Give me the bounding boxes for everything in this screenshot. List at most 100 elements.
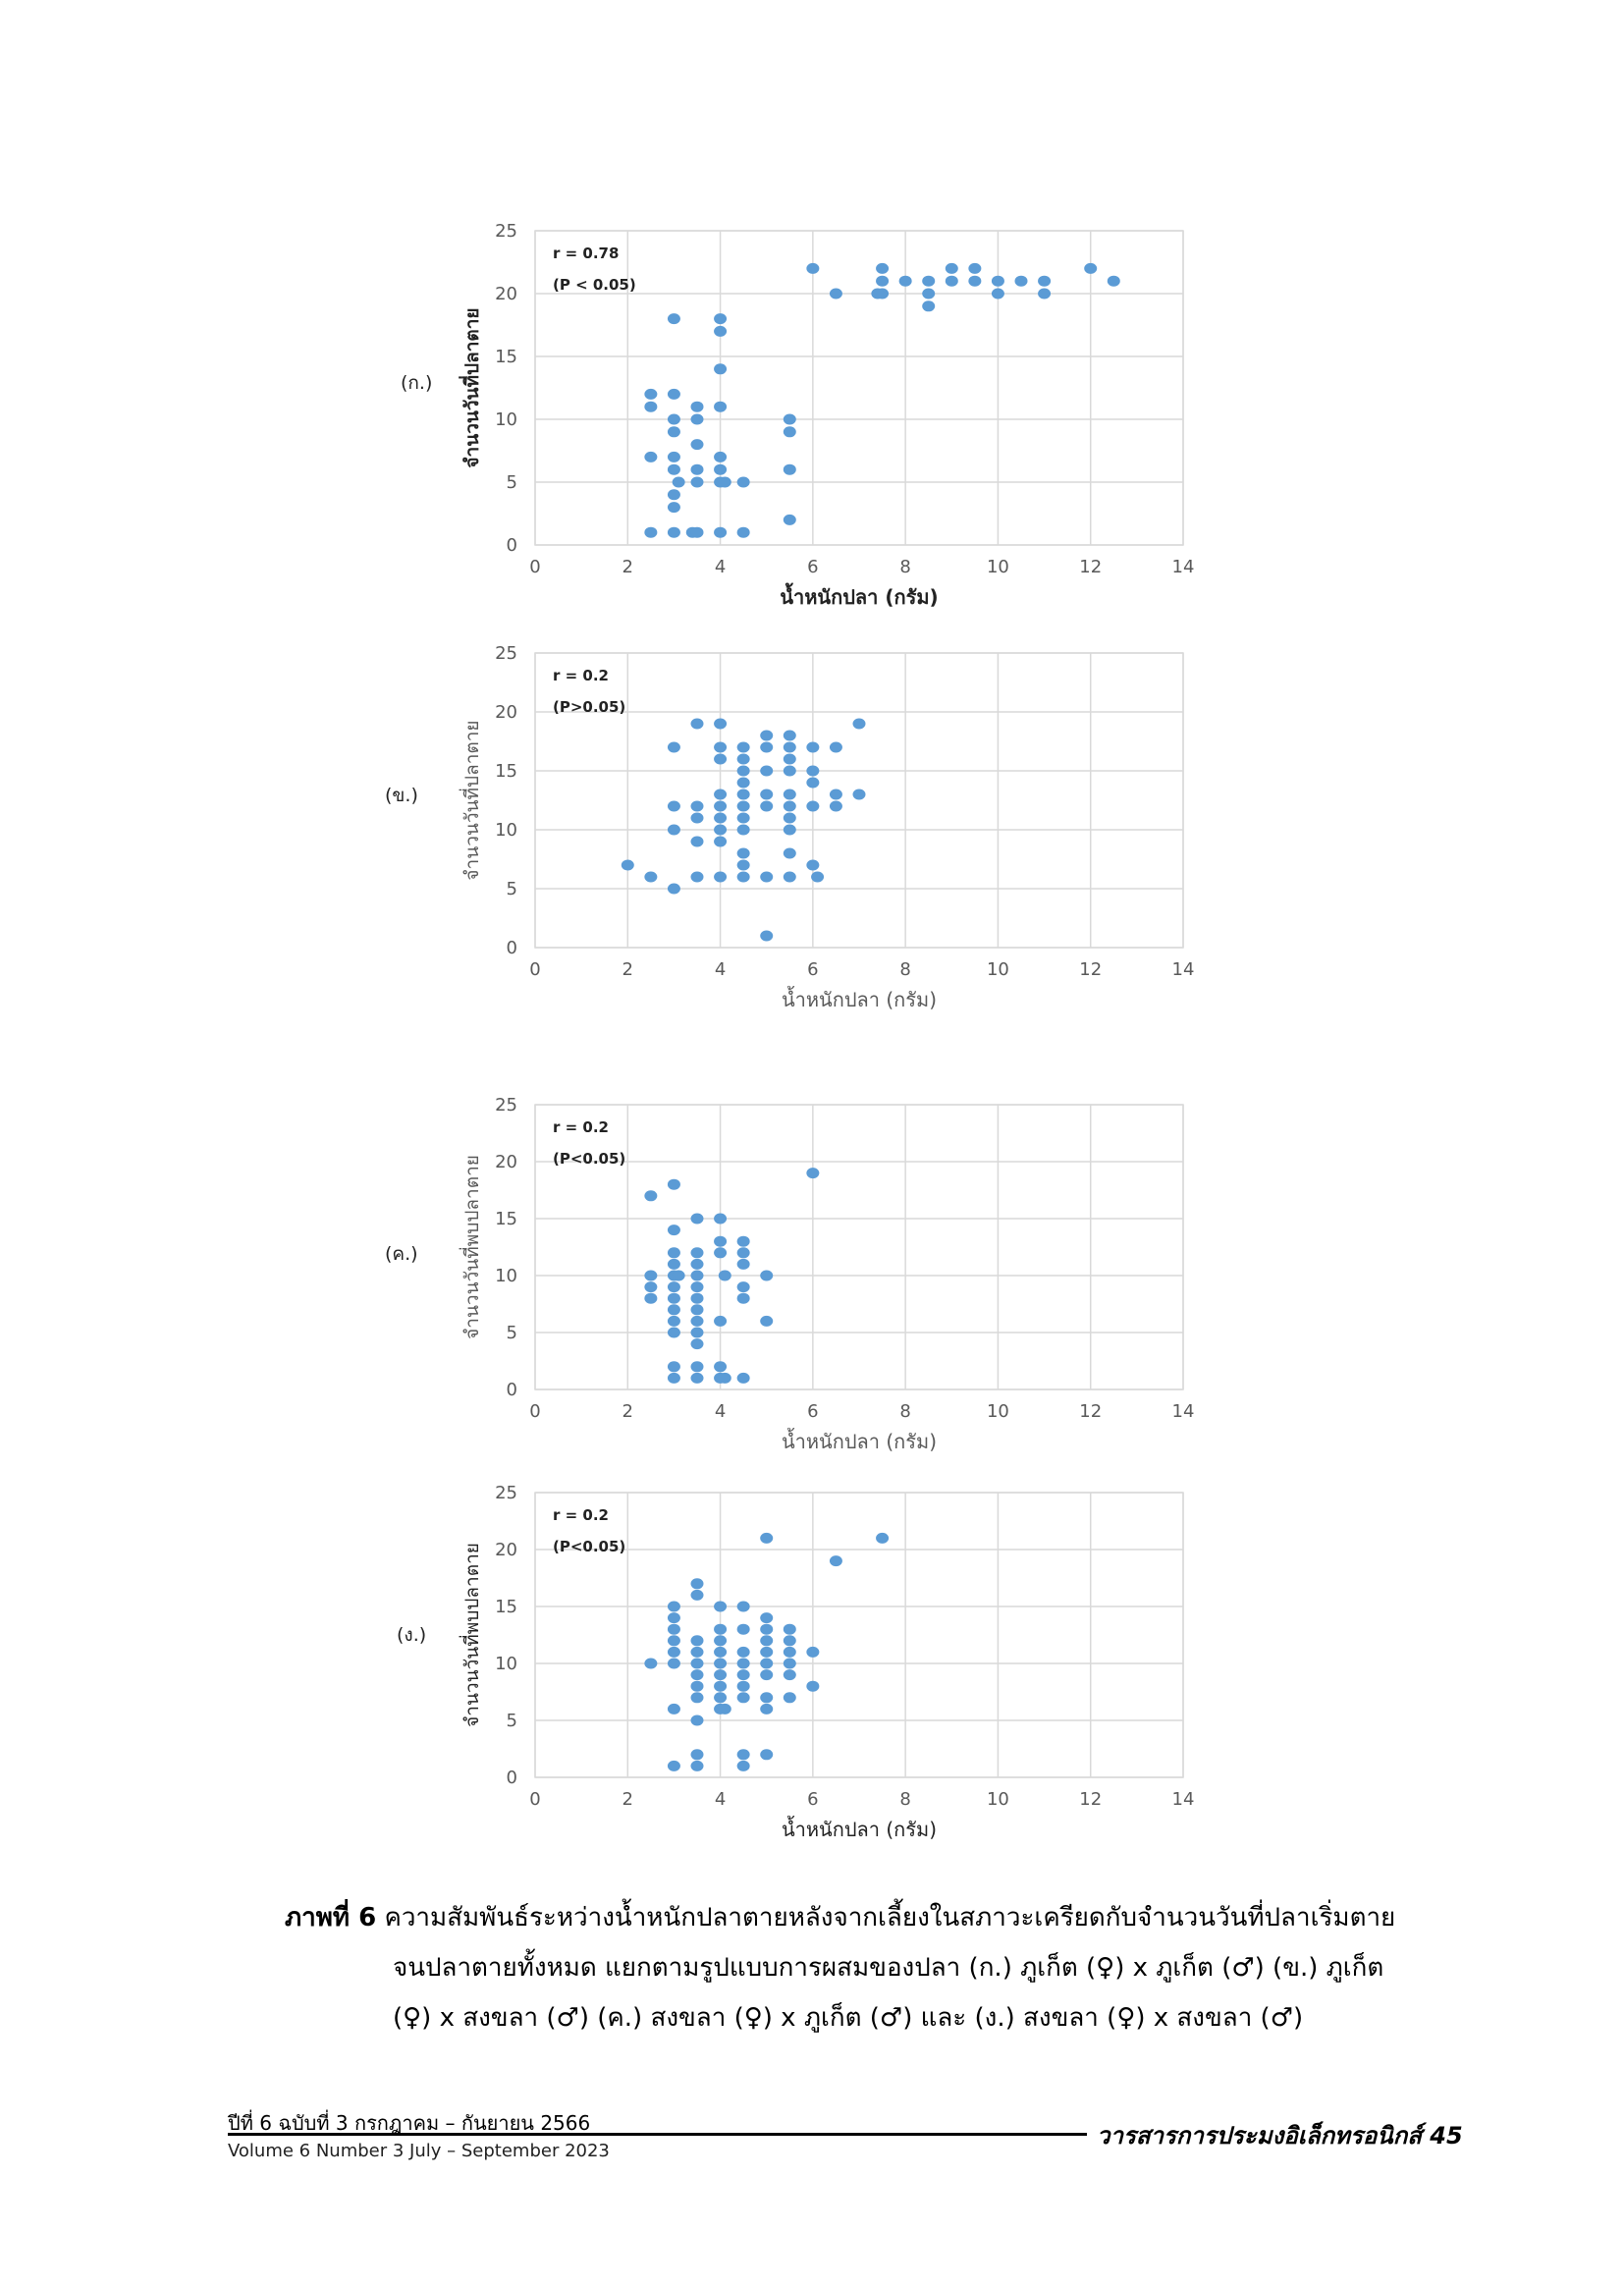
data-point [736, 871, 750, 883]
y-tick-label: 0 [507, 1380, 517, 1400]
data-point [736, 476, 750, 488]
data-point [783, 730, 796, 741]
data-point [667, 451, 680, 463]
data-point [644, 1190, 658, 1202]
data-point [690, 836, 704, 847]
data-point [667, 463, 680, 475]
data-point [667, 526, 680, 538]
x-axis-title: น้ำหนักปลา (กรัม) [782, 1428, 937, 1453]
data-point [690, 871, 704, 883]
data-point [718, 1703, 731, 1714]
figure-caption: ภาพที่ 6 ความสัมพันธ์ระหว่างน้ำหนักปลาตา… [285, 1893, 1502, 2043]
data-point [922, 275, 936, 287]
y-tick-label: 25 [495, 1095, 517, 1116]
y-tick-label: 25 [495, 643, 517, 664]
x-tick-label: 2 [623, 1401, 633, 1422]
x-tick-label: 12 [1079, 1401, 1102, 1422]
data-point [690, 1213, 704, 1225]
footer-issue-thai: ปีที่ 6 ฉบับที่ 3 กรกฎาคม – กันยายน 2566 [228, 2111, 591, 2135]
x-tick-label: 2 [623, 959, 633, 980]
data-point [714, 1213, 728, 1225]
data-point [760, 930, 774, 942]
data-point [690, 1258, 704, 1270]
page-number: 45 [1430, 2122, 1463, 2150]
data-point [829, 800, 842, 812]
y-axis-title: จำนวนวันที่พบปลาตาย [459, 1543, 483, 1727]
data-point [945, 262, 958, 274]
data-point [736, 1281, 750, 1293]
data-point [714, 1635, 728, 1647]
data-point [690, 1338, 704, 1350]
data-point [760, 1315, 774, 1327]
data-point [1107, 275, 1120, 287]
data-point [690, 718, 704, 730]
data-point [690, 1578, 704, 1590]
data-point [736, 1658, 750, 1669]
caption-line-1: ภาพที่ 6 ความสัมพันธ์ระหว่างน้ำหนักปลาตา… [285, 1893, 1502, 1943]
data-point [783, 847, 796, 859]
data-point [667, 1225, 680, 1236]
data-point [760, 1703, 774, 1714]
data-point [1014, 275, 1028, 287]
data-point [1038, 275, 1052, 287]
p-value-label: (P<0.05) [553, 1538, 625, 1555]
x-tick-label: 8 [899, 557, 910, 577]
x-tick-label: 0 [529, 1789, 540, 1810]
data-point [736, 1247, 750, 1259]
y-tick-label: 5 [507, 1323, 517, 1343]
x-axis-title: น้ำหนักปลา (กรัม) [782, 1816, 937, 1841]
p-value-label: (P<0.05) [553, 1150, 625, 1168]
y-tick-label: 5 [507, 472, 517, 493]
data-point [783, 765, 796, 777]
data-point [829, 288, 842, 299]
data-point [690, 1304, 704, 1316]
panel-label-c: (ค.) [385, 1243, 418, 1265]
data-point [806, 1646, 820, 1658]
data-point [898, 275, 912, 287]
data-point [783, 1692, 796, 1704]
data-point [736, 847, 750, 859]
data-point [690, 1315, 704, 1327]
data-point [736, 1372, 750, 1384]
x-tick-label: 4 [715, 959, 726, 980]
data-point [783, 800, 796, 812]
data-point [690, 1760, 704, 1771]
data-point [922, 300, 936, 312]
data-point [760, 1669, 774, 1681]
data-point [991, 288, 1004, 299]
x-tick-label: 12 [1079, 1789, 1102, 1810]
x-tick-label: 2 [623, 557, 633, 577]
data-point [968, 262, 982, 274]
x-tick-label: 6 [807, 557, 818, 577]
data-point [783, 753, 796, 765]
correlation-r-label: r = 0.2 [553, 667, 609, 684]
y-axis-title: จำนวนวันที่พบปลาตาย [459, 1155, 483, 1339]
data-point [690, 1749, 704, 1761]
data-point [736, 1692, 750, 1704]
data-point [667, 1258, 680, 1270]
data-point [736, 1258, 750, 1270]
data-point [667, 1327, 680, 1338]
data-point [667, 1292, 680, 1304]
data-point [783, 824, 796, 836]
x-tick-label: 6 [807, 1789, 818, 1810]
y-tick-label: 25 [495, 1483, 517, 1503]
data-point [811, 871, 825, 883]
y-tick-label: 0 [507, 535, 517, 556]
x-tick-label: 6 [807, 959, 818, 980]
data-point [876, 275, 890, 287]
data-point [667, 1281, 680, 1293]
data-point [783, 413, 796, 425]
data-point [736, 741, 750, 753]
data-point [714, 871, 728, 883]
data-point [783, 1623, 796, 1635]
data-point [736, 812, 750, 824]
scatter-chart-d: 0 5 10 15 20 25 0 2 4 6 8 10 12 14 น้ำหนักปลา (กรัม) จำ… [459, 1483, 1194, 1841]
data-point [736, 1292, 750, 1304]
data-point [806, 777, 820, 789]
x-tick-label: 8 [899, 959, 910, 980]
data-point [714, 1658, 728, 1669]
caption-label: ภาพที่ 6 [285, 1903, 377, 1932]
data-point [690, 476, 704, 488]
data-point [690, 439, 704, 451]
